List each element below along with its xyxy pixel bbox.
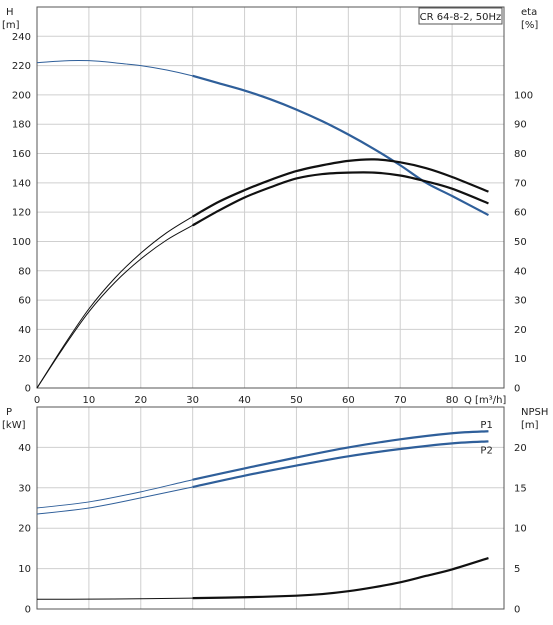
x-tick-label: 10	[83, 395, 96, 406]
x-tick-label: 60	[342, 395, 355, 406]
y-left-axis-unit: [m]	[2, 20, 20, 31]
series-duty-segment	[192, 440, 489, 489]
series-line-p2	[36, 440, 489, 515]
y-right-axis-unit: [m]	[521, 420, 539, 431]
y-left-tick-label: 80	[18, 266, 31, 277]
y-right-tick-label: 90	[514, 120, 527, 131]
y-left-axis-unit: [kW]	[2, 420, 26, 431]
y-right-tick-label: 80	[514, 149, 527, 160]
series-duty-segment	[192, 171, 489, 227]
y-right-axis-unit: [%]	[521, 20, 538, 31]
series-line-3	[36, 171, 489, 389]
y-left-tick-label: 0	[25, 384, 31, 395]
y-left-tick-label: 20	[18, 524, 31, 535]
plot-frame	[36, 406, 505, 610]
head-efficiency-panel: 0204060801001201401601802002202400102030…	[2, 6, 538, 406]
y-left-tick-label: 240	[12, 32, 31, 43]
y-left-tick-label: 120	[12, 208, 31, 219]
x-axis-title: Q [m³/h]	[464, 395, 506, 406]
y-right-tick-label: 20	[514, 325, 527, 336]
y-right-axis-title: eta	[521, 7, 537, 18]
y-left-tick-label: 30	[18, 483, 31, 494]
y-left-tick-label: 0	[25, 605, 31, 616]
y-right-tick-label: 0	[514, 384, 520, 395]
y-left-tick-label: 200	[12, 90, 31, 101]
y-right-tick-label: 70	[514, 178, 527, 189]
series-duty-segment	[192, 74, 489, 217]
y-right-tick-label: 15	[514, 483, 527, 494]
y-right-tick-label: 50	[514, 237, 527, 248]
y-right-tick-label: 0	[514, 605, 520, 616]
y-left-tick-label: 40	[18, 325, 31, 336]
x-tick-label: 20	[134, 395, 147, 406]
x-tick-label: 70	[394, 395, 407, 406]
y-left-tick-label: 100	[12, 237, 31, 248]
y-left-tick-label: 20	[18, 354, 31, 365]
y-left-tick-label: 160	[12, 149, 31, 160]
series-line-3	[36, 557, 489, 600]
x-tick-label: 0	[34, 395, 40, 406]
series-duty-segment	[192, 430, 489, 481]
y-left-tick-label: 220	[12, 61, 31, 72]
x-tick-label: 80	[446, 395, 459, 406]
chart-title: CR 64-8-2, 50Hz	[420, 12, 502, 23]
series-line-p1	[36, 430, 489, 509]
y-left-tick-label: 180	[12, 120, 31, 131]
series-duty-segment	[192, 158, 489, 218]
series-label-p1: P1	[480, 420, 492, 431]
x-tick-label: 50	[290, 395, 303, 406]
y-right-tick-label: 30	[514, 296, 527, 307]
series-duty-segment	[192, 557, 489, 600]
y-left-tick-label: 140	[12, 178, 31, 189]
y-left-tick-label: 60	[18, 296, 31, 307]
y-right-axis-title: NPSH	[521, 407, 548, 418]
y-left-axis-title: P	[6, 407, 12, 418]
series-line-1	[36, 59, 489, 216]
plot-frame	[36, 6, 505, 389]
y-right-tick-label: 5	[514, 564, 520, 575]
y-right-tick-label: 10	[514, 524, 527, 535]
y-left-axis-title: H	[6, 7, 14, 18]
y-right-tick-label: 60	[514, 208, 527, 219]
series-label-p2: P2	[480, 445, 492, 456]
y-right-tick-label: 20	[514, 443, 527, 454]
x-tick-label: 30	[186, 395, 199, 406]
x-tick-label: 40	[238, 395, 251, 406]
y-right-tick-label: 40	[514, 266, 527, 277]
chart-title-box	[418, 7, 503, 25]
y-right-tick-label: 10	[514, 354, 527, 365]
y-left-tick-label: 40	[18, 443, 31, 454]
y-right-tick-label: 100	[514, 90, 533, 101]
series-line-2	[36, 158, 489, 389]
power-npsh-panel: 0 10 20 30 40 0 5 10 15 20 P [kW] NPSH [m] P1 P2	[2, 406, 548, 616]
y-left-tick-label: 10	[18, 564, 31, 575]
